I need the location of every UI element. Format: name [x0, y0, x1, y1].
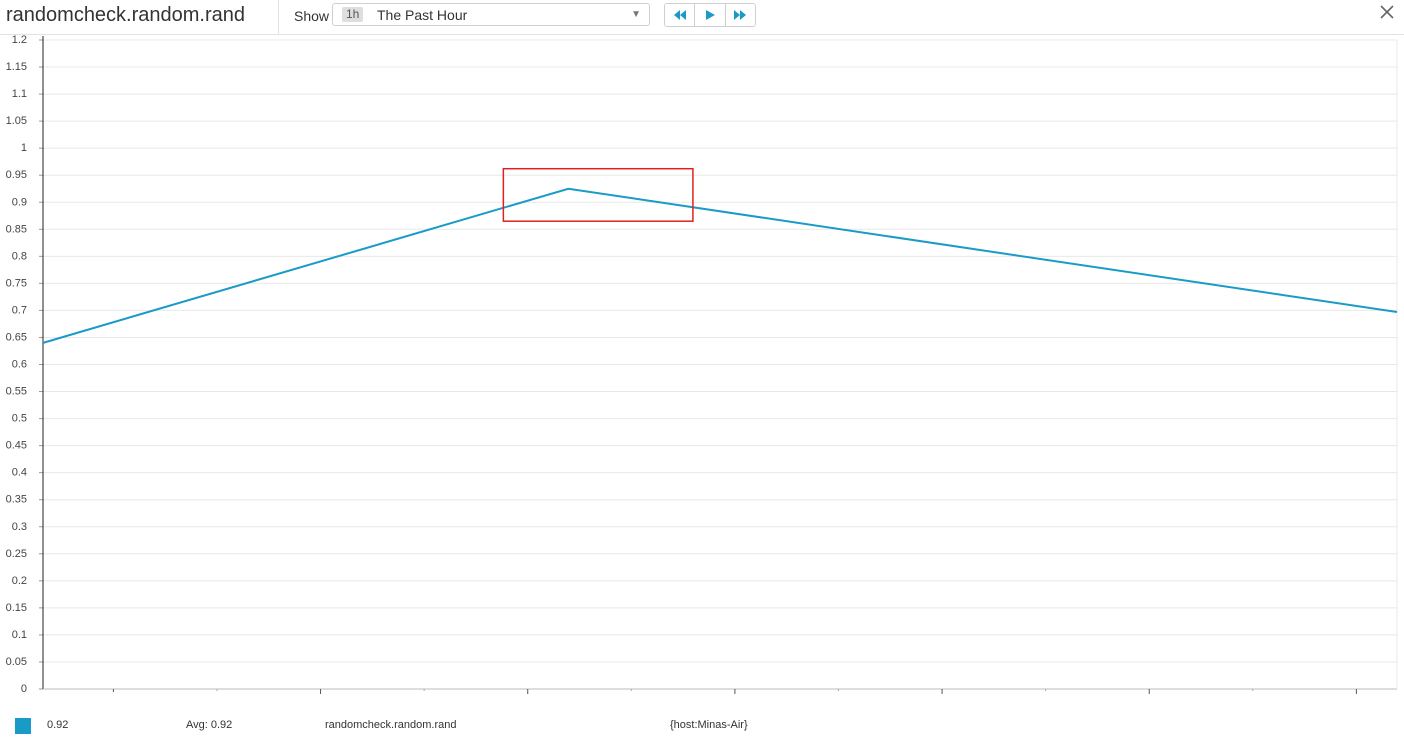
y-tick-label: 0.15: [6, 602, 27, 614]
y-tick-label: 1.15: [6, 61, 27, 73]
chart-area[interactable]: 0 0.05 0.1 0.15 0.2 0.25 0.3 0.35 0.4 0.45 0.5 0.55…: [0, 34, 1404, 707]
y-tick-label: 0: [21, 683, 27, 695]
play-icon: [705, 10, 715, 20]
y-tick-label: 1.2: [12, 35, 27, 46]
highlight-box: [502, 167, 694, 222]
toolbar: randomcheck.random.rand Show 1h The Past…: [0, 0, 1404, 35]
y-tick-label: 0.85: [6, 223, 27, 235]
time-range-select[interactable]: 1h The Past Hour ▼: [332, 3, 650, 26]
play-button[interactable]: [695, 4, 726, 26]
y-tick-label: 0.45: [6, 440, 27, 452]
divider: [278, 0, 279, 34]
time-range-badge: 1h: [342, 7, 364, 22]
time-navigation: [664, 3, 756, 27]
chevron-down-icon: ▼: [631, 9, 641, 20]
legend-metric: randomcheck.random.rand: [325, 719, 457, 731]
y-tick-label: 0.7: [12, 304, 27, 316]
line-chart[interactable]: 0 0.05 0.1 0.15 0.2 0.25 0.3 0.35 0.4 0.45 0.5 0.55…: [0, 34, 1404, 707]
y-tick-label: 0.3: [12, 521, 27, 533]
y-tick-label: 0.05: [6, 656, 27, 668]
y-tick-label: 0.6: [12, 359, 27, 371]
series-swatch: [15, 718, 31, 734]
y-tick-label: 0.2: [12, 575, 27, 587]
close-icon: [1380, 5, 1394, 19]
y-tick-label: 0.25: [6, 548, 27, 560]
close-button[interactable]: [1378, 3, 1396, 21]
legend: 0.92 Avg: 0.92 randomcheck.random.rand {…: [0, 708, 1404, 741]
legend-avg: Avg: 0.92: [186, 719, 233, 731]
y-tick-label: 0.1: [12, 629, 27, 641]
y-tick-label: 0.65: [6, 331, 27, 343]
y-tick-label: 1.05: [6, 115, 27, 127]
rewind-icon: [673, 10, 686, 20]
y-tick-label: 0.4: [12, 467, 27, 479]
y-tick-label: 0.8: [12, 250, 27, 262]
series-line: [42, 187, 1398, 344]
legend-tags: {host:Minas-Air}: [670, 719, 748, 731]
legend-value: 0.92: [47, 719, 69, 731]
fast-forward-button[interactable]: [725, 4, 755, 26]
page-title: randomcheck.random.rand: [6, 4, 246, 26]
y-tick-label: 0.75: [6, 277, 27, 289]
y-tick-label: 0.35: [6, 494, 27, 506]
y-tick-label: 0.5: [12, 413, 27, 425]
y-tick-label: 1: [21, 142, 27, 154]
time-range-value: The Past Hour: [377, 7, 468, 23]
y-tick-label: 0.9: [12, 196, 27, 208]
y-tick-label: 0.95: [6, 169, 27, 181]
y-tick-label: 0.55: [6, 386, 27, 398]
fast-forward-icon: [734, 10, 747, 20]
y-tick-label: 1.1: [12, 88, 27, 100]
rewind-button[interactable]: [665, 4, 696, 26]
show-label: Show: [294, 8, 330, 24]
